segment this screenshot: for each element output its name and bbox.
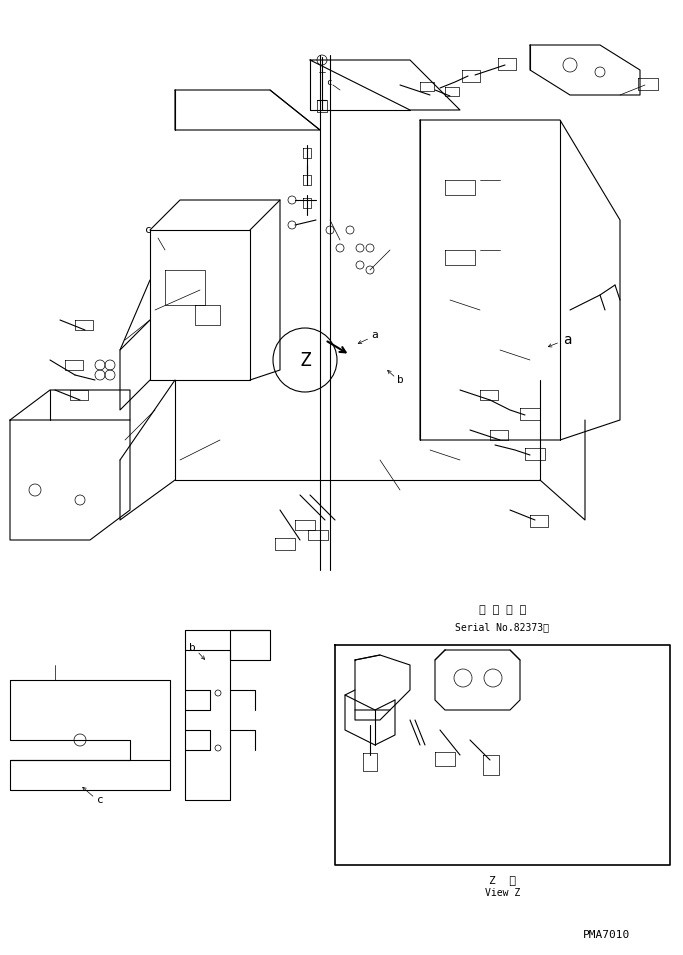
Text: Serial No.82373－: Serial No.82373－ xyxy=(456,622,550,632)
Text: 適 用 号 機: 適 用 号 機 xyxy=(479,605,526,615)
Text: b: b xyxy=(397,375,404,385)
Text: View Z: View Z xyxy=(485,888,520,898)
Circle shape xyxy=(273,328,337,392)
Text: c: c xyxy=(145,225,152,235)
Text: b: b xyxy=(189,643,195,653)
Text: a: a xyxy=(563,333,571,347)
Text: c: c xyxy=(326,78,331,88)
Text: a: a xyxy=(372,330,378,340)
Text: c: c xyxy=(96,795,103,805)
Text: Z  視: Z 視 xyxy=(489,875,516,885)
Text: PMA7010: PMA7010 xyxy=(583,930,630,940)
Text: Z: Z xyxy=(299,350,311,370)
